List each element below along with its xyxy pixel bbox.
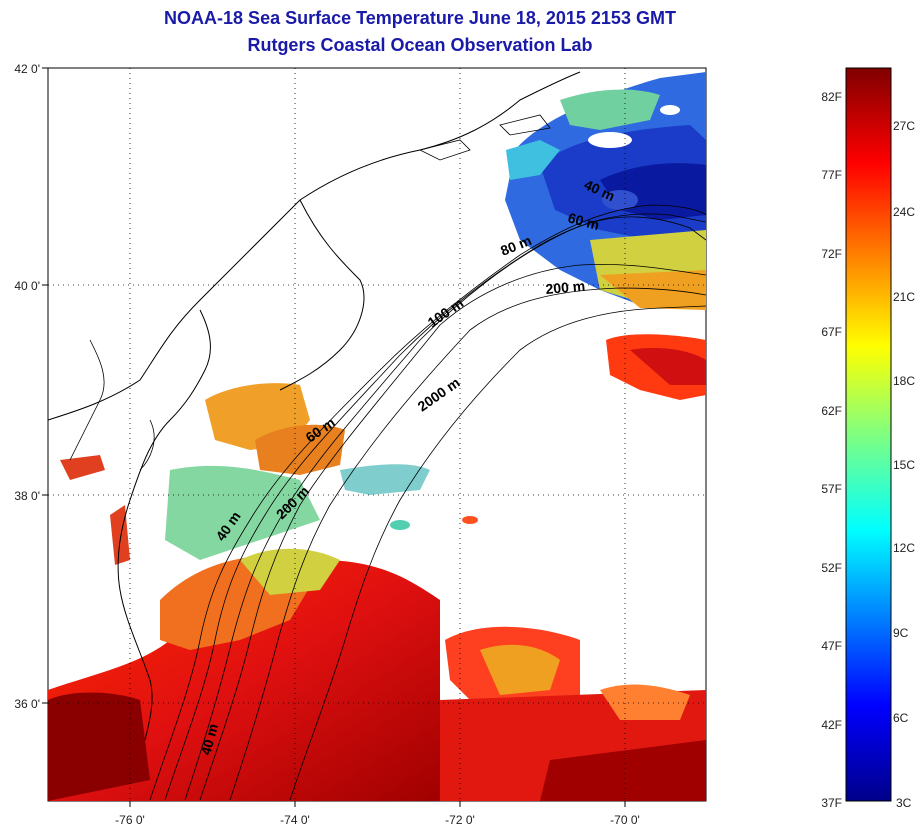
colorbar-label-f: 67F xyxy=(821,325,842,339)
contour-label: 200 m xyxy=(545,278,586,297)
colorbar-label-f: 72F xyxy=(821,247,842,261)
latitude-labels: 42 0' 40 0' 38 0' 36 0' xyxy=(14,62,40,711)
contour-label: 60 m xyxy=(566,209,601,233)
longitude-labels: -76 0' -74 0' -72 0' -70 0' xyxy=(115,813,640,827)
lon-label: -76 0' xyxy=(115,813,145,827)
colorbar-label-c: 24C xyxy=(893,205,915,219)
graticule xyxy=(48,68,706,801)
colorbar-label-f: 62F xyxy=(821,404,842,418)
colorbar-fahrenheit-labels: 82F 77F 72F 67F 62F 57F 52F 47F 42F 37F xyxy=(821,90,842,810)
lat-label: 36 0' xyxy=(14,697,40,711)
colorbar-label-c: 18C xyxy=(893,374,915,388)
colorbar-label-f: 77F xyxy=(821,168,842,182)
lon-label: -74 0' xyxy=(280,813,310,827)
colorbar-label-c: 21C xyxy=(893,290,915,304)
colorbar-label-f: 42F xyxy=(821,718,842,732)
colorbar-label-c: 9C xyxy=(893,626,909,640)
colorbar-label-c: 3C xyxy=(896,796,912,810)
colorbar-label-f: 37F xyxy=(821,796,842,810)
colorbar-label-f: 47F xyxy=(821,639,842,653)
colorbar xyxy=(845,67,892,802)
colorbar-label-f: 82F xyxy=(821,90,842,104)
map-title: NOAA-18 Sea Surface Temperature June 18,… xyxy=(164,8,676,28)
colorbar-celsius-labels: 27C 24C 21C 18C 15C 12C 9C 6C 3C xyxy=(893,119,915,810)
colorbar-label-c: 12C xyxy=(893,541,915,555)
lon-label: -72 0' xyxy=(445,813,475,827)
colorbar-label-c: 6C xyxy=(893,711,909,725)
map-subtitle: Rutgers Coastal Ocean Observation Lab xyxy=(247,35,593,55)
colorbar-label-f: 52F xyxy=(821,561,842,575)
lat-label: 38 0' xyxy=(14,489,40,503)
lat-label: 40 0' xyxy=(14,279,40,293)
colorbar-label-f: 57F xyxy=(821,482,842,496)
contour-label: 40 m xyxy=(197,722,221,757)
colorbar-label-c: 27C xyxy=(893,119,915,133)
lon-label: -70 0' xyxy=(610,813,640,827)
sst-data-layer xyxy=(48,68,706,801)
colorbar-label-c: 15C xyxy=(893,458,915,472)
lat-label: 42 0' xyxy=(14,62,40,76)
